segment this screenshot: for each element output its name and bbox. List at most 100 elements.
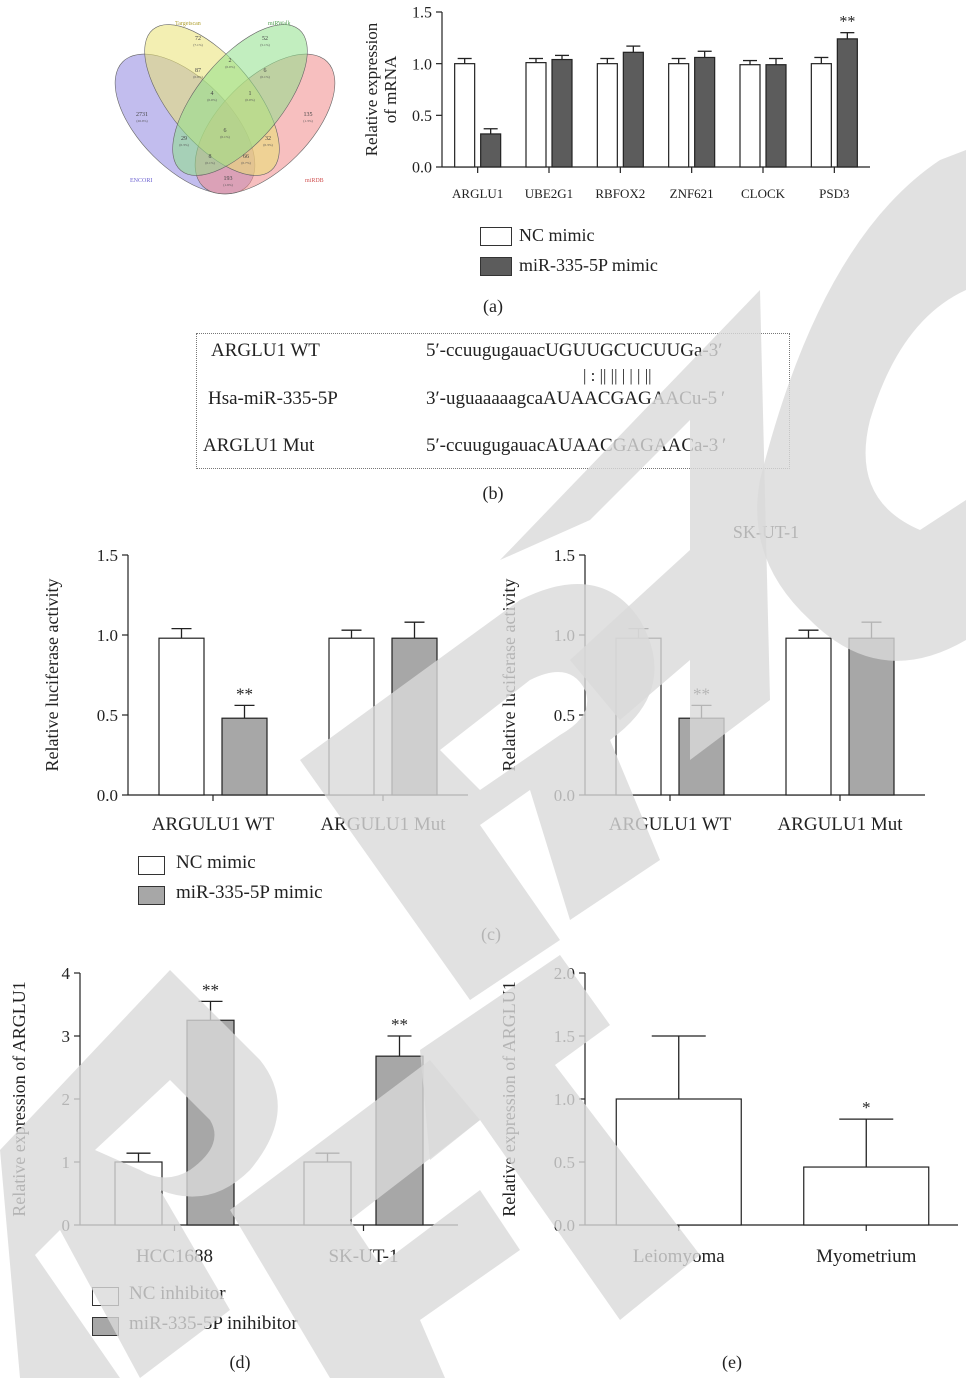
x-tick-label: UBE2G1: [525, 186, 573, 201]
panel-label-e: (e): [722, 1352, 742, 1372]
venn-region-pct: (0.9%): [193, 75, 203, 79]
venn-region-count: 6: [224, 128, 227, 134]
y-tick-label: 0.5: [97, 706, 118, 725]
venn-region-count: 52: [262, 36, 268, 42]
y-axis-label: Relative expression: [362, 22, 381, 156]
bars: *: [615, 1035, 930, 1226]
y-tick-label: 1.5: [554, 1027, 575, 1046]
x-tick-label: ARGULU1 WT: [152, 814, 275, 835]
bar: [158, 637, 205, 796]
significance-label: **: [693, 684, 710, 703]
y-axis-label: Relative expression of ARGLU1: [499, 981, 519, 1216]
panel-label-d: (d): [229, 1352, 251, 1372]
y-tick-label: 3: [62, 1027, 71, 1046]
legend-swatch-inhibitor: [92, 1317, 119, 1336]
bar: [525, 62, 547, 168]
bars: **: [454, 14, 858, 168]
venn-region-count: 1: [249, 91, 252, 97]
y-tick-label: 0.0: [97, 786, 118, 805]
venn-region-count: 4: [211, 91, 214, 97]
y-axis-label: Relative luciferase activity: [499, 579, 519, 772]
bar: [221, 717, 268, 796]
seq-wt: 5′-ccuugugauacUGUUGCUCUUGa-3′: [426, 340, 723, 361]
venn-region-pct: (0.0%): [245, 98, 255, 102]
venn-label-targetscan: Targetscan: [175, 21, 201, 27]
venn-label-mirdb: miRDB: [305, 178, 324, 184]
seq-name-wt: ARGLU1 WT: [211, 340, 320, 361]
legend-label-inhibitor: miR-335-5P inihibitor: [129, 1313, 298, 1334]
venn-region-pct: (0.3%): [179, 143, 189, 147]
seq-mut: 5′-ccuugugauacAUAACGAGAACa-3 ′: [426, 435, 727, 456]
bar: [328, 637, 375, 796]
bar: [668, 63, 690, 168]
y-tick-label: 0.0: [412, 160, 432, 177]
bar: [622, 51, 644, 168]
bar: [186, 1019, 235, 1226]
legend-label-mimic: miR-335-5P mimic: [176, 882, 323, 903]
bar: [454, 63, 476, 168]
legend-swatch-nc: [480, 227, 512, 246]
venn-region-pct: (0.0%): [207, 98, 217, 102]
venn-region-pct: (1.9%): [223, 183, 233, 187]
venn-region-pct: (1.3%): [303, 119, 313, 123]
venn-region-pct: (26.9%): [136, 119, 148, 123]
venn-diagram: Targetscan miRWalk ENCORI miRDB 72(7.1%)…: [114, 21, 336, 195]
legend-label-nc: NC mimic: [519, 225, 595, 245]
x-tick-label: PSD3: [819, 186, 849, 201]
x-tick-label: HCC1688: [136, 1246, 213, 1267]
bar-chart-a: 0.0 0.5 1.0 1.5 Relative expression of mRNA AR…: [362, 5, 870, 201]
bar: [596, 63, 618, 168]
y-tick-label: 4: [62, 964, 71, 983]
venn-region-count: 2731: [136, 112, 148, 118]
legend-label-nc-inhibitor: NC inhibitor: [129, 1283, 226, 1304]
bar: [551, 58, 573, 168]
bar: [114, 1161, 163, 1226]
x-tick-label: ZNF621: [670, 186, 714, 201]
chart-title: SK-UT-1: [733, 522, 799, 542]
seq-mir: 3′-uguaaaaagcaAUAACGAGAACu-5 ′: [426, 388, 726, 409]
legend-swatch-mimic: [138, 886, 165, 905]
y-tick-label: 1.5: [97, 546, 118, 565]
y-tick-label: 0.0: [554, 1216, 575, 1235]
venn-region-pct: (5.1%): [260, 43, 270, 47]
significance-label: **: [202, 980, 219, 999]
venn-region-count: 2: [229, 58, 232, 64]
y-tick-label: 1.5: [412, 5, 432, 22]
y-tick-label: 2.0: [554, 964, 575, 983]
bar: [836, 38, 858, 168]
bar: [678, 717, 725, 796]
x-tick-label: Myometrium: [816, 1246, 916, 1267]
bar: [615, 637, 662, 796]
venn-region-pct: (0.3%): [263, 143, 273, 147]
bar: [375, 1055, 424, 1226]
y-tick-label: 0.0: [554, 786, 575, 805]
bar: [765, 64, 787, 168]
bar-chart-e: 0.0 0.5 1.0 1.5 2.0 Relative expression of AR…: [499, 964, 958, 1267]
venn-region-pct: (0.0%): [225, 65, 235, 69]
seq-name-mir: Hsa-miR-335-5P: [208, 388, 338, 409]
bar: [803, 1166, 930, 1226]
legend-label-nc: NC mimic: [176, 852, 256, 873]
venn-region-pct: (7.1%): [193, 43, 203, 47]
bar: [694, 56, 716, 168]
seq-name-mut: ARGLU1 Mut: [203, 435, 315, 456]
venn-region-count: 66: [243, 154, 249, 160]
bar-chart-c-left: 0.0 0.5 1.0 1.5 Relative luciferase activity…: [42, 546, 468, 835]
bar: [785, 637, 832, 796]
venn-region-pct: (0.1%): [205, 161, 215, 165]
legend-swatch-nc: [138, 856, 165, 875]
x-tick-label: ARGULU1 WT: [609, 814, 732, 835]
x-tick-label: Leiomyoma: [633, 1246, 725, 1267]
venn-region-pct: (0.1%): [220, 135, 230, 139]
bar-chart-d: 0 1 2 3 4 Relative expression of ARGLU1 HCC168…: [9, 964, 458, 1267]
venn-region-count: 87: [195, 68, 201, 74]
significance-label: **: [839, 14, 855, 31]
y-tick-label: 1.0: [554, 626, 575, 645]
significance-label: **: [236, 684, 253, 703]
x-tick-label: SK-UT-1: [328, 1246, 398, 1267]
legend-label-mimic: miR-335-5P mimic: [519, 255, 658, 275]
venn-region-count: 193: [224, 176, 233, 182]
venn-label-mirwalk: miRWalk: [268, 21, 291, 27]
bar: [848, 637, 895, 796]
legend-swatch-mimic: [480, 257, 512, 276]
